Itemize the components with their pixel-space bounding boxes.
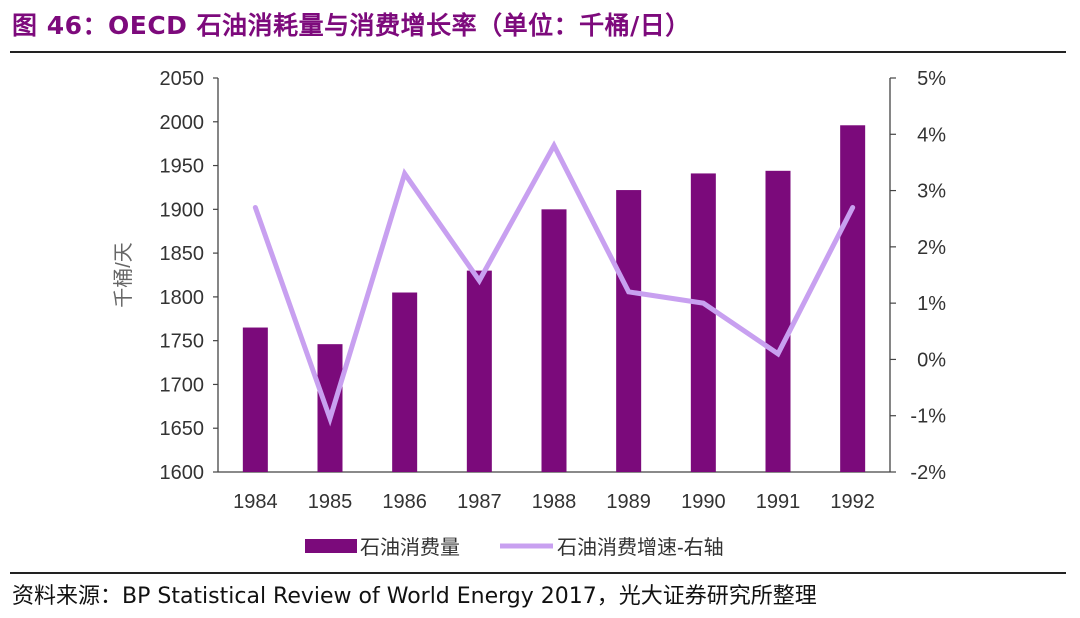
left-tick-label: 1950 bbox=[160, 156, 205, 178]
bar-1986 bbox=[392, 292, 418, 472]
x-tick-label: 1990 bbox=[681, 491, 726, 513]
source-note: 资料来源：BP Statistical Review of World Ener… bbox=[12, 584, 817, 609]
left-tick-label: 1850 bbox=[160, 243, 205, 265]
left-tick-label: 1650 bbox=[160, 418, 205, 440]
x-tick-label: 1985 bbox=[308, 491, 353, 513]
right-tick-label: 4% bbox=[917, 124, 946, 146]
right-tick-label: 3% bbox=[917, 181, 946, 203]
left-tick-label: 1700 bbox=[160, 374, 205, 396]
x-tick-label: 1984 bbox=[233, 491, 278, 513]
x-tick-label: 1991 bbox=[756, 491, 801, 513]
x-tick-label: 1986 bbox=[382, 491, 427, 513]
x-tick-label: 1992 bbox=[830, 491, 875, 513]
right-tick-label: -2% bbox=[910, 462, 946, 484]
top-rule bbox=[10, 51, 1066, 53]
y-axis-label: 千桶/天 bbox=[112, 242, 135, 308]
right-tick-label: 0% bbox=[917, 349, 946, 371]
left-tick-label: 1750 bbox=[160, 331, 205, 353]
left-tick-label: 2000 bbox=[160, 112, 205, 134]
left-tick-label: 1600 bbox=[160, 462, 205, 484]
bottom-rule bbox=[10, 572, 1066, 574]
bar-1989 bbox=[616, 190, 642, 472]
bar-1985 bbox=[317, 344, 343, 472]
bar-1988 bbox=[541, 209, 567, 473]
bar-1990 bbox=[690, 173, 716, 473]
bar-1992 bbox=[840, 125, 866, 472]
left-tick-label: 1900 bbox=[160, 199, 205, 221]
bar-1987 bbox=[466, 270, 492, 472]
legend-bar-swatch bbox=[305, 539, 357, 553]
x-tick-label: 1988 bbox=[532, 491, 577, 513]
figure-title: 图 46：OECD 石油消耗量与消费增长率（单位：千桶/日） bbox=[12, 11, 691, 40]
x-tick-label: 1989 bbox=[606, 491, 651, 513]
right-tick-label: 1% bbox=[917, 293, 946, 315]
legend-line-label: 石油消费增速-右轴 bbox=[557, 536, 724, 559]
x-tick-label: 1987 bbox=[457, 491, 502, 513]
legend-bar-label: 石油消费量 bbox=[360, 536, 460, 559]
left-tick-label: 2050 bbox=[160, 68, 205, 90]
right-tick-label: 5% bbox=[917, 68, 946, 90]
bar-1991 bbox=[765, 170, 791, 472]
left-tick-label: 1800 bbox=[160, 287, 205, 309]
right-tick-label: -1% bbox=[910, 406, 946, 428]
right-tick-label: 2% bbox=[917, 237, 946, 259]
bar-1984 bbox=[242, 327, 268, 472]
